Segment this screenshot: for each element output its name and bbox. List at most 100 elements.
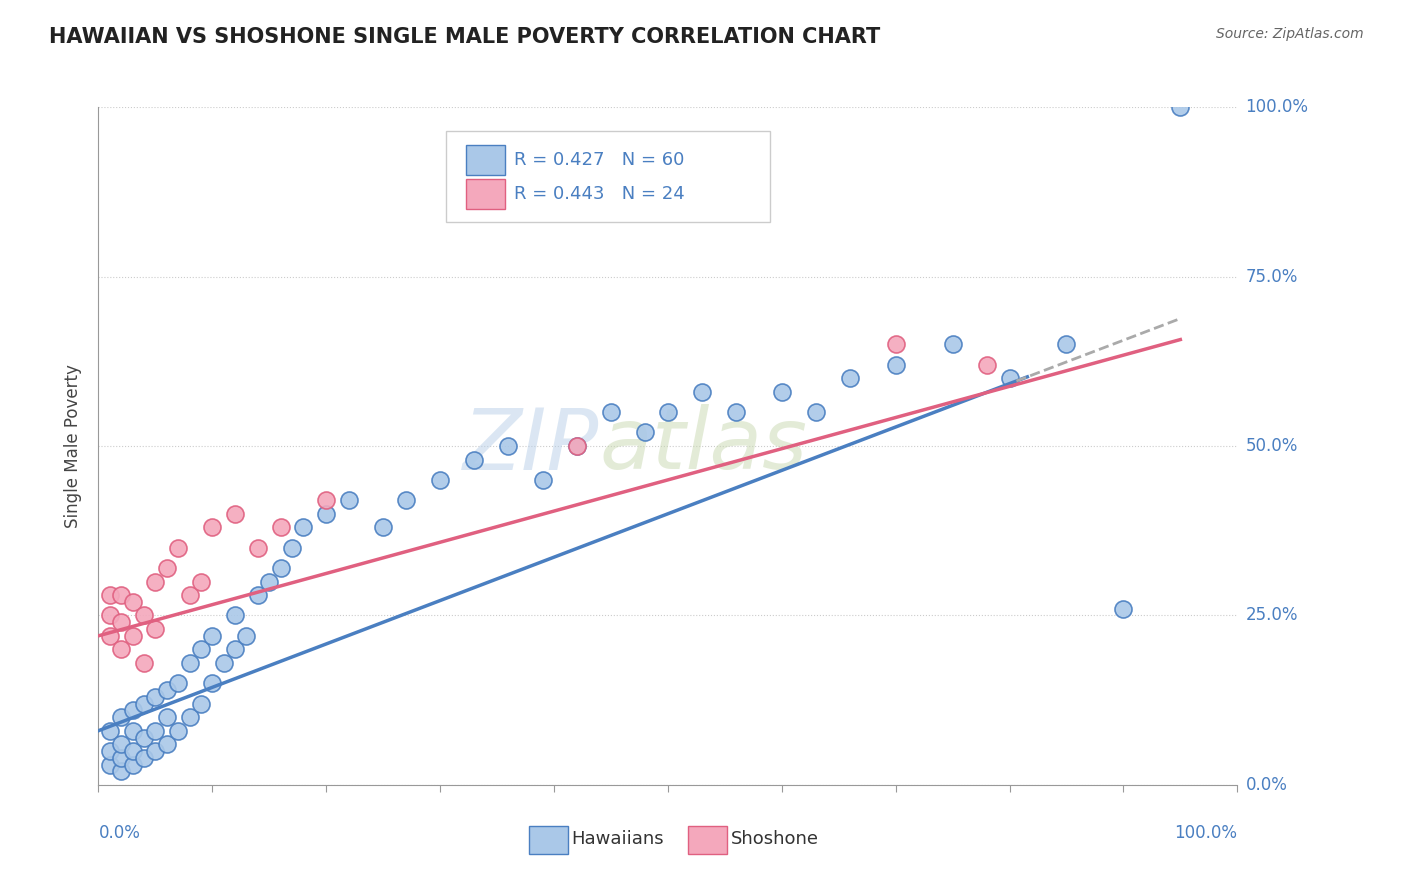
Point [179,710,201,724]
Point [246,588,269,602]
Point [156,561,179,575]
Point [1054,337,1078,351]
Point [429,473,451,487]
Point [259,574,281,589]
Point [132,731,155,745]
Point [634,425,657,440]
Point [942,337,965,351]
Point [725,405,748,419]
Text: Shoshone: Shoshone [731,830,818,848]
Point [657,405,679,419]
Point [804,405,827,419]
Point [145,723,167,738]
Point [121,757,143,772]
Point [145,690,167,704]
Point [315,493,337,508]
Point [110,710,132,724]
FancyBboxPatch shape [467,145,505,175]
Point [145,622,167,636]
Point [463,452,485,467]
Point [281,541,304,555]
Point [690,384,713,399]
Point [121,723,143,738]
Point [190,697,212,711]
Point [270,561,292,575]
Text: 100.0%: 100.0% [1246,98,1309,116]
Point [1170,100,1192,114]
Point [224,608,246,623]
Point [531,473,554,487]
Point [132,697,155,711]
Point [156,710,179,724]
Point [179,656,201,670]
Point [315,507,337,521]
Point [565,439,588,453]
Text: 75.0%: 75.0% [1246,268,1298,285]
Text: R = 0.427   N = 60: R = 0.427 N = 60 [515,151,685,169]
Point [145,744,167,758]
Point [167,723,190,738]
Point [235,629,257,643]
Point [121,744,143,758]
Text: ZIP: ZIP [463,404,599,488]
Point [839,371,862,385]
Point [395,493,418,508]
Text: Hawaiians: Hawaiians [571,830,664,848]
Point [110,588,132,602]
FancyBboxPatch shape [467,179,505,209]
Point [110,751,132,765]
Point [156,683,179,698]
Point [270,520,292,534]
Text: R = 0.443   N = 24: R = 0.443 N = 24 [515,185,685,202]
Point [98,723,121,738]
FancyBboxPatch shape [689,826,727,855]
Text: 0.0%: 0.0% [98,824,141,842]
Point [565,439,588,453]
Point [190,642,212,657]
Point [132,608,155,623]
Point [121,595,143,609]
Point [212,656,235,670]
Text: 25.0%: 25.0% [1246,607,1298,624]
Point [110,764,132,779]
Point [600,405,623,419]
Point [132,656,155,670]
Point [337,493,360,508]
Point [98,588,121,602]
Text: 100.0%: 100.0% [1174,824,1237,842]
Y-axis label: Single Male Poverty: Single Male Poverty [65,364,83,528]
Point [98,629,121,643]
Point [292,520,315,534]
Point [884,358,907,372]
Point [201,629,224,643]
Point [179,588,201,602]
Point [132,751,155,765]
Text: 0.0%: 0.0% [1246,776,1288,794]
Text: atlas: atlas [599,404,807,488]
Point [121,629,143,643]
Point [498,439,520,453]
FancyBboxPatch shape [446,131,770,222]
Point [110,737,132,751]
Point [121,703,143,717]
Point [224,507,246,521]
Point [976,358,998,372]
Point [110,615,132,630]
Point [1112,601,1135,615]
Point [998,371,1021,385]
FancyBboxPatch shape [529,826,568,855]
Text: Source: ZipAtlas.com: Source: ZipAtlas.com [1216,27,1364,41]
Text: 50.0%: 50.0% [1246,437,1298,455]
Point [98,608,121,623]
Point [201,520,224,534]
Point [98,757,121,772]
Point [770,384,793,399]
Point [167,541,190,555]
Point [98,744,121,758]
Point [167,676,190,690]
Point [371,520,394,534]
Point [224,642,246,657]
Text: HAWAIIAN VS SHOSHONE SINGLE MALE POVERTY CORRELATION CHART: HAWAIIAN VS SHOSHONE SINGLE MALE POVERTY… [49,27,880,46]
Point [156,737,179,751]
Point [201,676,224,690]
